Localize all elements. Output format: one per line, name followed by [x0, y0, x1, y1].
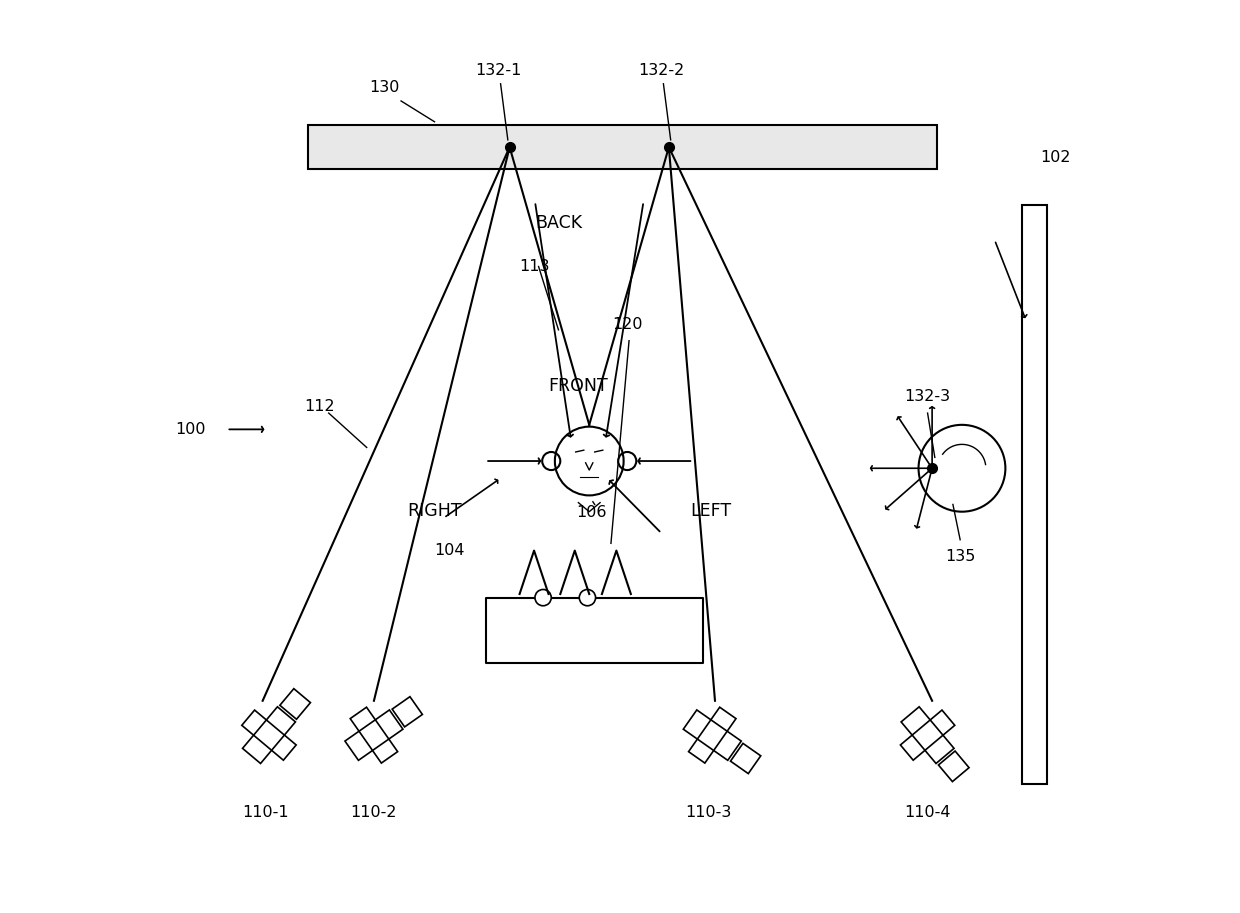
Text: 110-1: 110-1	[242, 804, 289, 820]
Text: 110-2: 110-2	[351, 804, 397, 820]
Text: 113: 113	[518, 259, 549, 274]
Text: RIGHT: RIGHT	[407, 502, 461, 519]
Text: 132-2: 132-2	[639, 63, 684, 79]
Text: 106: 106	[575, 506, 606, 520]
Text: 135: 135	[945, 549, 976, 563]
Bar	[308, 125, 936, 169]
Text: 100: 100	[175, 422, 206, 436]
Text: 120: 120	[613, 317, 642, 331]
Text: 110-3: 110-3	[686, 804, 732, 820]
Text: 110-4: 110-4	[904, 804, 951, 820]
Text: 104: 104	[435, 543, 465, 559]
Bar	[486, 598, 703, 663]
Bar	[1022, 205, 1047, 784]
Circle shape	[534, 590, 552, 605]
Text: 132-3: 132-3	[904, 389, 951, 404]
Text: FRONT: FRONT	[548, 377, 609, 395]
Text: 112: 112	[304, 399, 335, 415]
Text: LEFT: LEFT	[689, 502, 732, 519]
Text: 102: 102	[1040, 151, 1070, 165]
Text: 132-1: 132-1	[476, 63, 522, 79]
Text: 130: 130	[370, 79, 401, 95]
Text: BACK: BACK	[534, 215, 582, 232]
Circle shape	[579, 590, 595, 605]
